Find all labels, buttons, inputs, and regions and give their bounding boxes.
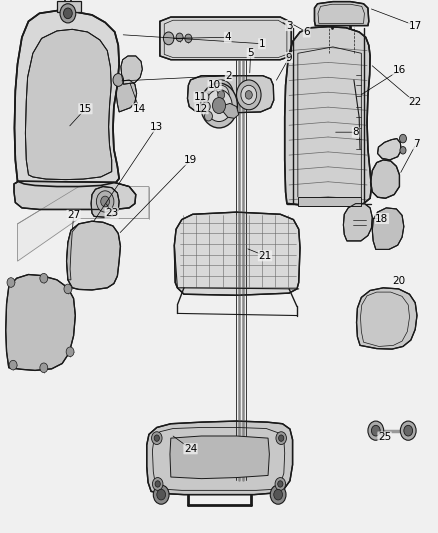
Polygon shape	[57, 1, 81, 12]
Polygon shape	[116, 80, 137, 112]
Circle shape	[153, 485, 169, 504]
Text: 11: 11	[194, 92, 207, 102]
Circle shape	[154, 435, 159, 441]
Circle shape	[64, 8, 72, 19]
Circle shape	[101, 196, 110, 207]
Text: 18: 18	[375, 214, 389, 223]
Polygon shape	[357, 288, 417, 349]
Circle shape	[245, 91, 252, 99]
Circle shape	[201, 92, 209, 102]
Circle shape	[278, 481, 283, 487]
Text: 27: 27	[67, 211, 80, 220]
Circle shape	[368, 421, 384, 440]
Polygon shape	[174, 212, 300, 295]
Circle shape	[400, 421, 416, 440]
Polygon shape	[170, 436, 269, 479]
Text: 23: 23	[105, 208, 118, 218]
Text: 24: 24	[184, 444, 197, 454]
Circle shape	[276, 432, 286, 445]
Text: 20: 20	[392, 277, 405, 286]
Circle shape	[176, 33, 183, 42]
Circle shape	[152, 478, 163, 490]
Polygon shape	[378, 139, 401, 160]
Text: 5: 5	[247, 49, 254, 58]
Circle shape	[40, 273, 48, 283]
Circle shape	[404, 425, 413, 436]
Circle shape	[60, 4, 76, 23]
Text: 19: 19	[184, 155, 197, 165]
Circle shape	[96, 191, 114, 212]
Polygon shape	[285, 27, 371, 206]
Text: 15: 15	[79, 104, 92, 114]
Text: 1: 1	[258, 39, 265, 49]
Polygon shape	[372, 208, 404, 249]
Polygon shape	[160, 17, 291, 60]
Polygon shape	[18, 187, 149, 261]
Text: 6: 6	[303, 27, 310, 37]
Text: 4: 4	[224, 33, 231, 42]
Circle shape	[399, 134, 406, 143]
Polygon shape	[371, 160, 399, 198]
Polygon shape	[298, 197, 361, 206]
Text: 17: 17	[409, 21, 422, 30]
Polygon shape	[187, 76, 274, 113]
Circle shape	[213, 85, 229, 104]
Circle shape	[270, 485, 286, 504]
Text: 22: 22	[409, 98, 422, 107]
Polygon shape	[343, 204, 372, 241]
Circle shape	[201, 83, 237, 128]
Circle shape	[205, 111, 212, 121]
Circle shape	[40, 363, 48, 373]
Circle shape	[279, 435, 284, 441]
Circle shape	[275, 478, 286, 490]
Circle shape	[212, 98, 226, 114]
Circle shape	[66, 347, 74, 357]
Polygon shape	[67, 221, 120, 290]
Text: 25: 25	[378, 432, 391, 442]
Circle shape	[157, 489, 166, 500]
Text: 13: 13	[150, 122, 163, 132]
Circle shape	[371, 425, 380, 436]
Circle shape	[185, 34, 192, 43]
Circle shape	[237, 80, 261, 110]
Text: 3: 3	[286, 21, 293, 30]
Polygon shape	[6, 274, 75, 370]
Circle shape	[163, 32, 174, 45]
Polygon shape	[121, 56, 142, 84]
Text: 10: 10	[208, 80, 221, 90]
Text: 16: 16	[393, 66, 406, 75]
Text: 14: 14	[133, 104, 146, 114]
Text: 2: 2	[225, 71, 232, 80]
Polygon shape	[14, 181, 136, 209]
Text: 9: 9	[286, 53, 293, 62]
Circle shape	[202, 102, 210, 111]
Text: 8: 8	[352, 127, 359, 137]
Polygon shape	[25, 29, 112, 180]
Circle shape	[7, 278, 15, 287]
Circle shape	[241, 85, 257, 104]
Polygon shape	[147, 421, 293, 495]
Circle shape	[218, 91, 225, 99]
Text: 7: 7	[413, 139, 420, 149]
Circle shape	[152, 432, 162, 445]
Text: 12: 12	[195, 104, 208, 114]
Circle shape	[155, 481, 160, 487]
Circle shape	[113, 74, 124, 86]
Text: 21: 21	[258, 251, 272, 261]
Polygon shape	[91, 187, 119, 217]
Circle shape	[9, 360, 17, 370]
Polygon shape	[314, 2, 369, 26]
Polygon shape	[67, 224, 79, 280]
Polygon shape	[14, 11, 119, 187]
Polygon shape	[223, 103, 239, 118]
Circle shape	[206, 90, 232, 122]
Circle shape	[400, 147, 406, 154]
Circle shape	[209, 80, 233, 110]
Circle shape	[274, 489, 283, 500]
Circle shape	[64, 284, 72, 294]
